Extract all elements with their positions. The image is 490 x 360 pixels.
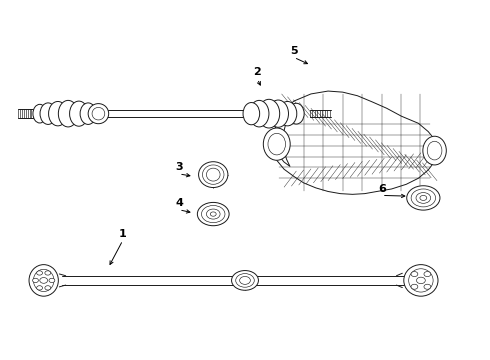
Ellipse shape — [407, 186, 440, 210]
Ellipse shape — [427, 141, 442, 160]
Ellipse shape — [88, 104, 109, 124]
Ellipse shape — [197, 202, 229, 226]
Ellipse shape — [268, 134, 286, 155]
Ellipse shape — [243, 103, 260, 125]
Ellipse shape — [420, 195, 427, 201]
Ellipse shape — [206, 209, 220, 219]
Ellipse shape — [58, 100, 78, 127]
Ellipse shape — [263, 128, 290, 160]
Ellipse shape — [33, 269, 54, 292]
Ellipse shape — [49, 102, 67, 126]
Ellipse shape — [80, 103, 96, 125]
Ellipse shape — [232, 271, 258, 290]
Ellipse shape — [33, 104, 47, 123]
Ellipse shape — [92, 107, 105, 120]
Circle shape — [37, 286, 43, 290]
Circle shape — [32, 278, 38, 283]
Text: 3: 3 — [175, 162, 183, 172]
Ellipse shape — [404, 265, 438, 296]
Circle shape — [411, 284, 418, 289]
Ellipse shape — [249, 100, 269, 127]
Ellipse shape — [210, 212, 216, 216]
Circle shape — [424, 284, 431, 289]
Text: 2: 2 — [253, 67, 261, 77]
Circle shape — [49, 278, 55, 283]
Circle shape — [416, 277, 425, 284]
Ellipse shape — [29, 265, 58, 296]
Ellipse shape — [236, 274, 254, 287]
Circle shape — [45, 271, 51, 275]
Text: 4: 4 — [175, 198, 183, 208]
Ellipse shape — [289, 103, 304, 124]
Ellipse shape — [411, 189, 436, 207]
Ellipse shape — [202, 165, 224, 184]
Ellipse shape — [201, 206, 225, 223]
Ellipse shape — [423, 136, 446, 165]
Circle shape — [424, 271, 431, 276]
Circle shape — [411, 271, 418, 276]
Text: 5: 5 — [290, 46, 297, 56]
Ellipse shape — [409, 269, 433, 292]
Ellipse shape — [70, 101, 88, 126]
Ellipse shape — [278, 102, 297, 126]
Circle shape — [37, 271, 43, 275]
Ellipse shape — [40, 103, 56, 125]
Ellipse shape — [416, 193, 431, 203]
Ellipse shape — [206, 168, 220, 181]
Ellipse shape — [198, 162, 228, 188]
Circle shape — [40, 278, 48, 283]
Circle shape — [45, 286, 51, 290]
Ellipse shape — [240, 276, 250, 284]
Ellipse shape — [268, 100, 289, 127]
Text: 1: 1 — [119, 229, 127, 239]
Ellipse shape — [258, 99, 280, 128]
Text: 6: 6 — [378, 184, 386, 194]
